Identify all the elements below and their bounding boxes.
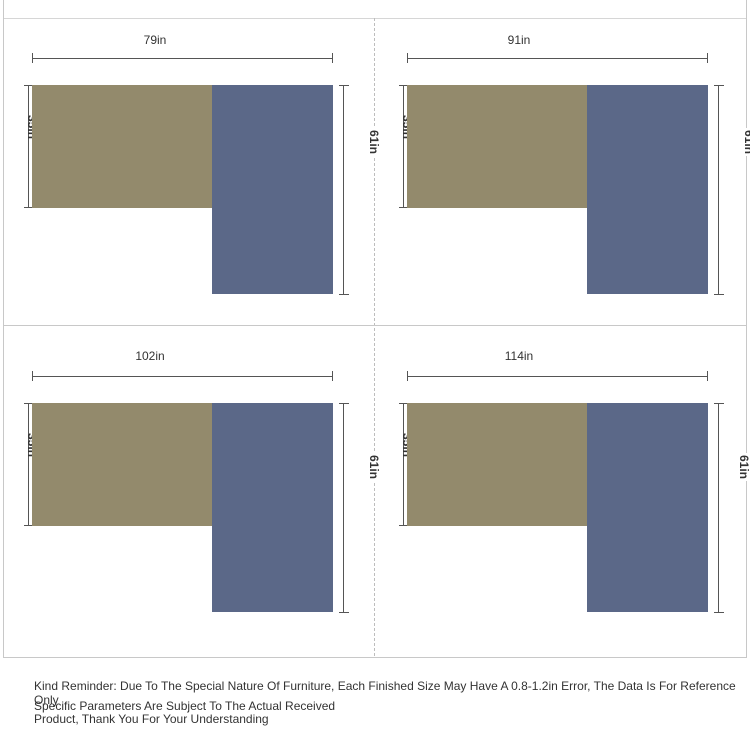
- length-label: 61in: [367, 127, 382, 157]
- depth-tick-top: [399, 403, 409, 404]
- width-dimension-line: [407, 58, 707, 59]
- depth-tick-top: [24, 403, 34, 404]
- sofa-diagram-102in: 102in 35in 61in: [10, 338, 382, 638]
- depth-dimension-line: [28, 85, 29, 207]
- depth-tick-top: [24, 85, 34, 86]
- length-dimension-line: [343, 85, 344, 294]
- width-tick-right: [332, 371, 333, 381]
- chaise-section: [407, 403, 587, 526]
- width-dimension-line: [32, 376, 332, 377]
- width-label: 91in: [507, 33, 531, 47]
- length-tick-top: [714, 403, 724, 404]
- width-tick-right: [707, 371, 708, 381]
- length-label: 61in: [742, 127, 750, 157]
- depth-tick-bottom: [24, 207, 34, 208]
- length-tick-bottom: [339, 612, 349, 613]
- width-tick-right: [707, 53, 708, 63]
- width-tick-left: [407, 371, 408, 381]
- length-dimension-line: [718, 85, 719, 294]
- depth-tick-top: [399, 85, 409, 86]
- main-section: [212, 85, 333, 294]
- length-label: 61in: [737, 452, 750, 482]
- length-label: 61in: [367, 452, 382, 482]
- depth-dimension-line: [28, 403, 29, 525]
- sofa-diagram-91in: 91in 35in 61in: [385, 20, 750, 320]
- width-label: 114in: [504, 349, 534, 363]
- chaise-section: [407, 85, 587, 208]
- width-tick-left: [32, 53, 33, 63]
- reminder-note-line3: Product, Thank You For Your Understandin…: [34, 712, 269, 726]
- width-dimension-line: [32, 58, 332, 59]
- depth-tick-bottom: [399, 207, 409, 208]
- main-section: [587, 403, 708, 612]
- width-label: 79in: [143, 33, 167, 47]
- depth-dimension-line: [403, 85, 404, 207]
- length-tick-bottom: [339, 294, 349, 295]
- chaise-section: [32, 403, 212, 526]
- horizontal-divider: [4, 325, 746, 326]
- length-tick-top: [339, 85, 349, 86]
- sofa-diagram-114in: 114in 35in 61in: [385, 338, 750, 638]
- length-tick-top: [714, 85, 724, 86]
- width-tick-left: [32, 371, 33, 381]
- width-tick-left: [407, 53, 408, 63]
- top-divider: [4, 18, 746, 19]
- chaise-section: [32, 85, 212, 208]
- length-tick-top: [339, 403, 349, 404]
- width-dimension-line: [407, 376, 707, 377]
- main-section: [587, 85, 708, 294]
- length-tick-bottom: [714, 294, 724, 295]
- main-section: [212, 403, 333, 612]
- vertical-divider: [374, 18, 375, 656]
- diagram-frame: [3, 0, 747, 658]
- depth-tick-bottom: [24, 525, 34, 526]
- reminder-note-line1: Kind Reminder: Due To The Special Nature…: [34, 679, 736, 707]
- length-dimension-line: [718, 403, 719, 612]
- depth-tick-bottom: [399, 525, 409, 526]
- sofa-diagram-79in: 79in 35in 61in: [10, 20, 382, 320]
- width-tick-right: [332, 53, 333, 63]
- reminder-note-line2: Specific Parameters Are Subject To The A…: [34, 699, 336, 713]
- length-dimension-line: [343, 403, 344, 612]
- depth-dimension-line: [403, 403, 404, 525]
- width-label: 102in: [135, 349, 165, 363]
- length-tick-bottom: [714, 612, 724, 613]
